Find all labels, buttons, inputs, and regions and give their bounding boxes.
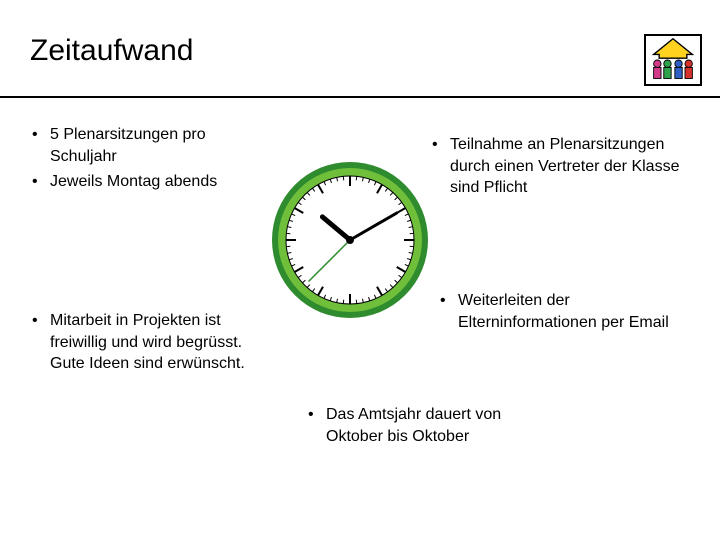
bullet-block-top-left: 5 Plenarsitzungen pro Schuljahr Jeweils … xyxy=(30,124,270,197)
bullet-block-bottom: Das Amtsjahr dauert von Oktober bis Okto… xyxy=(306,404,546,451)
list-item: 5 Plenarsitzungen pro Schuljahr xyxy=(30,124,270,167)
list-item: Mitarbeit in Projekten ist freiwillig un… xyxy=(30,310,270,375)
bullet-block-mid-left: Mitarbeit in Projekten ist freiwillig un… xyxy=(30,310,270,379)
logo-icon xyxy=(644,34,702,86)
bullet-block-mid-right: Weiterleiten der Elterninformationen per… xyxy=(438,290,678,337)
page-title: Zeitaufwand xyxy=(30,34,193,68)
logo-house xyxy=(654,39,693,58)
horizontal-rule xyxy=(0,96,720,98)
clock-icon xyxy=(270,160,430,320)
list-item: Teilnahme an Plenarsitzungen durch einen… xyxy=(430,134,690,199)
list-item: Weiterleiten der Elterninformationen per… xyxy=(438,290,678,333)
bullet-block-top-right: Teilnahme an Plenarsitzungen durch einen… xyxy=(430,134,690,203)
list-item: Jeweils Montag abends xyxy=(30,171,270,193)
list-item: Das Amtsjahr dauert von Oktober bis Okto… xyxy=(306,404,546,447)
slide: Zeitaufwand 5 Plenarsitzungen pro Schulj… xyxy=(0,0,720,540)
